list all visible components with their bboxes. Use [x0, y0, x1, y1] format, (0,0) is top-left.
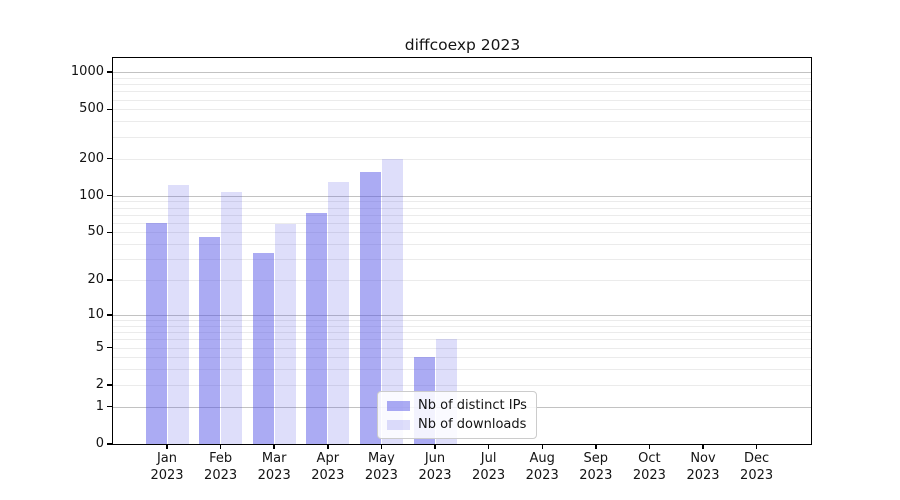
x-tick-mark — [327, 444, 329, 449]
gridline-minor — [113, 357, 812, 359]
x-tick-mark — [487, 444, 490, 449]
x-tick-mark — [595, 444, 597, 449]
gridline-minor — [113, 77, 812, 79]
bar-downloads-mar — [274, 223, 296, 444]
y-tick-label: 1000 — [70, 64, 104, 80]
gridline-minor — [113, 325, 812, 327]
y-tick-mark — [107, 443, 112, 445]
legend-item-distinct-ips: Nb of distinct IPs — [387, 398, 527, 413]
legend-swatch-distinct-ips — [387, 400, 410, 411]
x-tick-label: Nov 2023 — [686, 451, 720, 483]
x-tick-mark — [648, 444, 651, 449]
gridline-major — [113, 195, 812, 197]
y-tick-mark — [107, 231, 112, 234]
x-tick-mark — [434, 444, 436, 449]
gridline-minor — [113, 384, 812, 386]
x-tick-mark — [273, 444, 275, 449]
y-tick-mark — [107, 384, 112, 386]
x-tick-mark — [166, 444, 168, 449]
y-tick-label: 0 — [95, 436, 104, 451]
y-tick-label: 500 — [79, 101, 104, 117]
gridline-minor — [113, 201, 812, 203]
y-tick-label: 50 — [87, 224, 104, 240]
bar-distinct-ips-mar — [252, 252, 274, 444]
gridline-minor — [113, 121, 812, 123]
x-tick-label: Jul 2023 — [472, 451, 506, 483]
x-tick-label: Mar 2023 — [257, 451, 291, 483]
legend-label-distinct-ips: Nb of distinct IPs — [418, 398, 527, 413]
gridline-minor — [113, 99, 812, 101]
x-tick-label: Sep 2023 — [579, 451, 613, 483]
gridline-minor — [113, 207, 812, 209]
gridline-minor — [113, 280, 812, 282]
legend-swatch-downloads — [387, 419, 410, 430]
y-tick-label: 20 — [87, 272, 104, 288]
y-tick-mark — [107, 314, 112, 316]
gridline-minor — [113, 232, 812, 234]
bar-distinct-ips-may — [359, 171, 381, 444]
legend-label-downloads: Nb of downloads — [418, 417, 527, 432]
bar-downloads-jan — [167, 185, 189, 444]
gridline-major — [113, 314, 812, 316]
y-tick-mark — [107, 157, 112, 160]
y-tick-mark — [107, 194, 112, 197]
gridline-minor — [113, 332, 812, 334]
x-tick-label: Oct 2023 — [632, 451, 666, 483]
gridline-minor — [113, 109, 812, 111]
gridline-minor — [113, 91, 812, 93]
x-tick-label: Feb 2023 — [204, 451, 238, 483]
gridline-minor — [113, 347, 812, 349]
bar-downloads-apr — [328, 181, 350, 444]
bar-distinct-ips-jan — [145, 222, 167, 444]
x-tick-mark — [219, 444, 222, 449]
gridline-minor — [113, 214, 812, 216]
gridline-minor — [113, 158, 812, 160]
chart-title: diffcoexp 2023 — [404, 36, 521, 54]
x-tick-mark — [541, 444, 543, 449]
x-tick-label: Jun 2023 — [418, 451, 452, 483]
y-tick-label: 2 — [95, 376, 104, 392]
y-tick-mark — [107, 279, 112, 281]
gridline-minor — [113, 259, 812, 261]
x-tick-mark — [380, 444, 383, 449]
y-tick-mark — [107, 108, 112, 111]
gridline-minor — [113, 222, 812, 224]
y-tick-label: 200 — [79, 150, 104, 166]
gridline-minor — [113, 369, 812, 371]
x-tick-mark — [755, 444, 758, 449]
y-tick-label: 100 — [79, 187, 104, 203]
bar-downloads-may — [381, 158, 403, 444]
y-tick-label: 5 — [95, 339, 104, 355]
y-tick-label: 10 — [87, 306, 104, 322]
gridline-minor — [113, 244, 812, 246]
bar-downloads-feb — [221, 192, 243, 444]
x-tick-label: Apr 2023 — [311, 451, 345, 483]
legend-item-downloads: Nb of downloads — [387, 417, 527, 432]
x-tick-label: Dec 2023 — [740, 451, 774, 483]
gridline-minor — [113, 339, 812, 341]
y-tick-mark — [107, 405, 112, 408]
y-tick-mark — [107, 346, 112, 349]
x-tick-label: Aug 2023 — [525, 451, 559, 483]
x-tick-label: Jan 2023 — [150, 451, 184, 483]
gridline-minor — [113, 136, 812, 138]
y-tick-label: 1 — [95, 398, 104, 414]
x-tick-mark — [702, 444, 704, 449]
gridline-minor — [113, 84, 812, 86]
legend: Nb of distinct IPs Nb of downloads — [377, 391, 537, 439]
bar-distinct-ips-apr — [306, 213, 328, 444]
gridline-major — [113, 72, 812, 74]
x-tick-label: May 2023 — [364, 451, 398, 483]
gridline-minor — [113, 320, 812, 322]
y-tick-mark — [107, 71, 112, 73]
bar-distinct-ips-feb — [199, 236, 221, 444]
